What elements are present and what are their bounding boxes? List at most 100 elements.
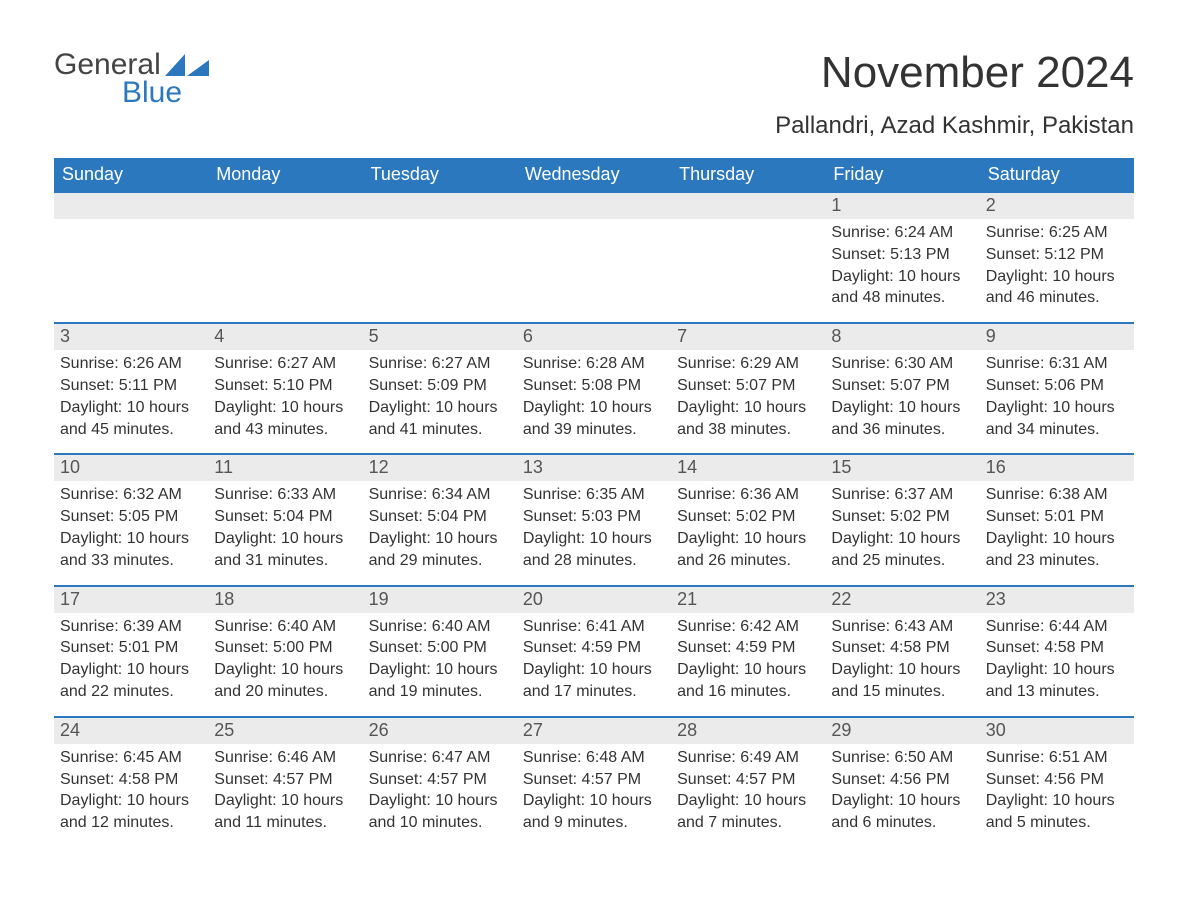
week-row: 24Sunrise: 6:45 AMSunset: 4:58 PMDayligh… <box>54 716 1134 847</box>
sunset-text: Sunset: 5:09 PM <box>369 376 511 397</box>
dl1-text: Daylight: 10 hours <box>369 660 511 681</box>
dl1-text: Daylight: 10 hours <box>523 529 665 550</box>
weekday-header-row: Sunday Monday Tuesday Wednesday Thursday… <box>54 158 1134 191</box>
sunrise-text: Sunrise: 6:40 AM <box>214 617 356 638</box>
day-cell: 4Sunrise: 6:27 AMSunset: 5:10 PMDaylight… <box>208 324 362 453</box>
day-number: 22 <box>825 587 979 613</box>
day-number: 7 <box>671 324 825 350</box>
day-cell: 16Sunrise: 6:38 AMSunset: 5:01 PMDayligh… <box>980 455 1134 584</box>
sunrise-text: Sunrise: 6:44 AM <box>986 617 1128 638</box>
sunrise-text: Sunrise: 6:42 AM <box>677 617 819 638</box>
sunset-text: Sunset: 4:56 PM <box>986 770 1128 791</box>
sunset-text: Sunset: 5:12 PM <box>986 245 1128 266</box>
day-info: Sunrise: 6:38 AMSunset: 5:01 PMDaylight:… <box>980 481 1134 572</box>
day-number: 21 <box>671 587 825 613</box>
day-number: 26 <box>363 718 517 744</box>
sunrise-text: Sunrise: 6:45 AM <box>60 748 202 769</box>
month-title: November 2024 <box>775 48 1134 98</box>
day-cell: 20Sunrise: 6:41 AMSunset: 4:59 PMDayligh… <box>517 587 671 716</box>
dl1-text: Daylight: 10 hours <box>677 660 819 681</box>
day-info: Sunrise: 6:36 AMSunset: 5:02 PMDaylight:… <box>671 481 825 572</box>
dl1-text: Daylight: 10 hours <box>986 398 1128 419</box>
day-number: 4 <box>208 324 362 350</box>
day-info: Sunrise: 6:25 AMSunset: 5:12 PMDaylight:… <box>980 219 1134 310</box>
dl1-text: Daylight: 10 hours <box>369 529 511 550</box>
dl1-text: Daylight: 10 hours <box>369 791 511 812</box>
dl2-text: and 41 minutes. <box>369 420 511 441</box>
sunrise-text: Sunrise: 6:39 AM <box>60 617 202 638</box>
dl2-text: and 31 minutes. <box>214 551 356 572</box>
week-row: 17Sunrise: 6:39 AMSunset: 5:01 PMDayligh… <box>54 585 1134 716</box>
logo: General Blue <box>54 48 209 110</box>
sunrise-text: Sunrise: 6:35 AM <box>523 485 665 506</box>
day-number: 6 <box>517 324 671 350</box>
sunset-text: Sunset: 4:57 PM <box>677 770 819 791</box>
day-number: 28 <box>671 718 825 744</box>
sunrise-text: Sunrise: 6:49 AM <box>677 748 819 769</box>
day-cell: 9Sunrise: 6:31 AMSunset: 5:06 PMDaylight… <box>980 324 1134 453</box>
day-cell: 15Sunrise: 6:37 AMSunset: 5:02 PMDayligh… <box>825 455 979 584</box>
dl2-text: and 43 minutes. <box>214 420 356 441</box>
day-cell: 10Sunrise: 6:32 AMSunset: 5:05 PMDayligh… <box>54 455 208 584</box>
day-cell: 12Sunrise: 6:34 AMSunset: 5:04 PMDayligh… <box>363 455 517 584</box>
day-cell: 6Sunrise: 6:28 AMSunset: 5:08 PMDaylight… <box>517 324 671 453</box>
day-cell: 1Sunrise: 6:24 AMSunset: 5:13 PMDaylight… <box>825 193 979 322</box>
day-info: Sunrise: 6:39 AMSunset: 5:01 PMDaylight:… <box>54 613 208 704</box>
sunrise-text: Sunrise: 6:33 AM <box>214 485 356 506</box>
dl1-text: Daylight: 10 hours <box>523 398 665 419</box>
dl2-text: and 39 minutes. <box>523 420 665 441</box>
day-cell: 23Sunrise: 6:44 AMSunset: 4:58 PMDayligh… <box>980 587 1134 716</box>
dl2-text: and 20 minutes. <box>214 682 356 703</box>
dl2-text: and 10 minutes. <box>369 813 511 834</box>
sunset-text: Sunset: 4:59 PM <box>523 638 665 659</box>
day-cell <box>517 193 671 322</box>
sunset-text: Sunset: 5:10 PM <box>214 376 356 397</box>
day-cell: 24Sunrise: 6:45 AMSunset: 4:58 PMDayligh… <box>54 718 208 847</box>
sunset-text: Sunset: 5:00 PM <box>214 638 356 659</box>
sunrise-text: Sunrise: 6:46 AM <box>214 748 356 769</box>
blank-day <box>208 193 362 219</box>
sunset-text: Sunset: 4:57 PM <box>369 770 511 791</box>
sunset-text: Sunset: 5:08 PM <box>523 376 665 397</box>
dl2-text: and 34 minutes. <box>986 420 1128 441</box>
day-cell: 2Sunrise: 6:25 AMSunset: 5:12 PMDaylight… <box>980 193 1134 322</box>
day-info: Sunrise: 6:35 AMSunset: 5:03 PMDaylight:… <box>517 481 671 572</box>
day-number: 25 <box>208 718 362 744</box>
dl1-text: Daylight: 10 hours <box>831 398 973 419</box>
dl2-text: and 38 minutes. <box>677 420 819 441</box>
weekday-header: Tuesday <box>363 158 517 191</box>
day-cell: 11Sunrise: 6:33 AMSunset: 5:04 PMDayligh… <box>208 455 362 584</box>
dl1-text: Daylight: 10 hours <box>986 267 1128 288</box>
day-cell: 13Sunrise: 6:35 AMSunset: 5:03 PMDayligh… <box>517 455 671 584</box>
day-number: 11 <box>208 455 362 481</box>
sunset-text: Sunset: 4:58 PM <box>831 638 973 659</box>
day-info: Sunrise: 6:50 AMSunset: 4:56 PMDaylight:… <box>825 744 979 835</box>
dl2-text: and 48 minutes. <box>831 288 973 309</box>
day-number: 1 <box>825 193 979 219</box>
day-info: Sunrise: 6:40 AMSunset: 5:00 PMDaylight:… <box>208 613 362 704</box>
day-number: 27 <box>517 718 671 744</box>
sunrise-text: Sunrise: 6:43 AM <box>831 617 973 638</box>
sunrise-text: Sunrise: 6:41 AM <box>523 617 665 638</box>
day-cell <box>208 193 362 322</box>
day-info: Sunrise: 6:47 AMSunset: 4:57 PMDaylight:… <box>363 744 517 835</box>
day-number: 17 <box>54 587 208 613</box>
dl1-text: Daylight: 10 hours <box>831 267 973 288</box>
dl2-text: and 36 minutes. <box>831 420 973 441</box>
blank-day <box>363 193 517 219</box>
day-number: 8 <box>825 324 979 350</box>
day-number: 20 <box>517 587 671 613</box>
sunset-text: Sunset: 5:06 PM <box>986 376 1128 397</box>
dl2-text: and 23 minutes. <box>986 551 1128 572</box>
day-info: Sunrise: 6:34 AMSunset: 5:04 PMDaylight:… <box>363 481 517 572</box>
day-number: 14 <box>671 455 825 481</box>
sunrise-text: Sunrise: 6:40 AM <box>369 617 511 638</box>
day-info: Sunrise: 6:27 AMSunset: 5:09 PMDaylight:… <box>363 350 517 441</box>
day-info: Sunrise: 6:28 AMSunset: 5:08 PMDaylight:… <box>517 350 671 441</box>
day-cell: 27Sunrise: 6:48 AMSunset: 4:57 PMDayligh… <box>517 718 671 847</box>
day-cell: 8Sunrise: 6:30 AMSunset: 5:07 PMDaylight… <box>825 324 979 453</box>
sunrise-text: Sunrise: 6:25 AM <box>986 223 1128 244</box>
dl1-text: Daylight: 10 hours <box>677 529 819 550</box>
dl2-text: and 22 minutes. <box>60 682 202 703</box>
dl1-text: Daylight: 10 hours <box>214 398 356 419</box>
